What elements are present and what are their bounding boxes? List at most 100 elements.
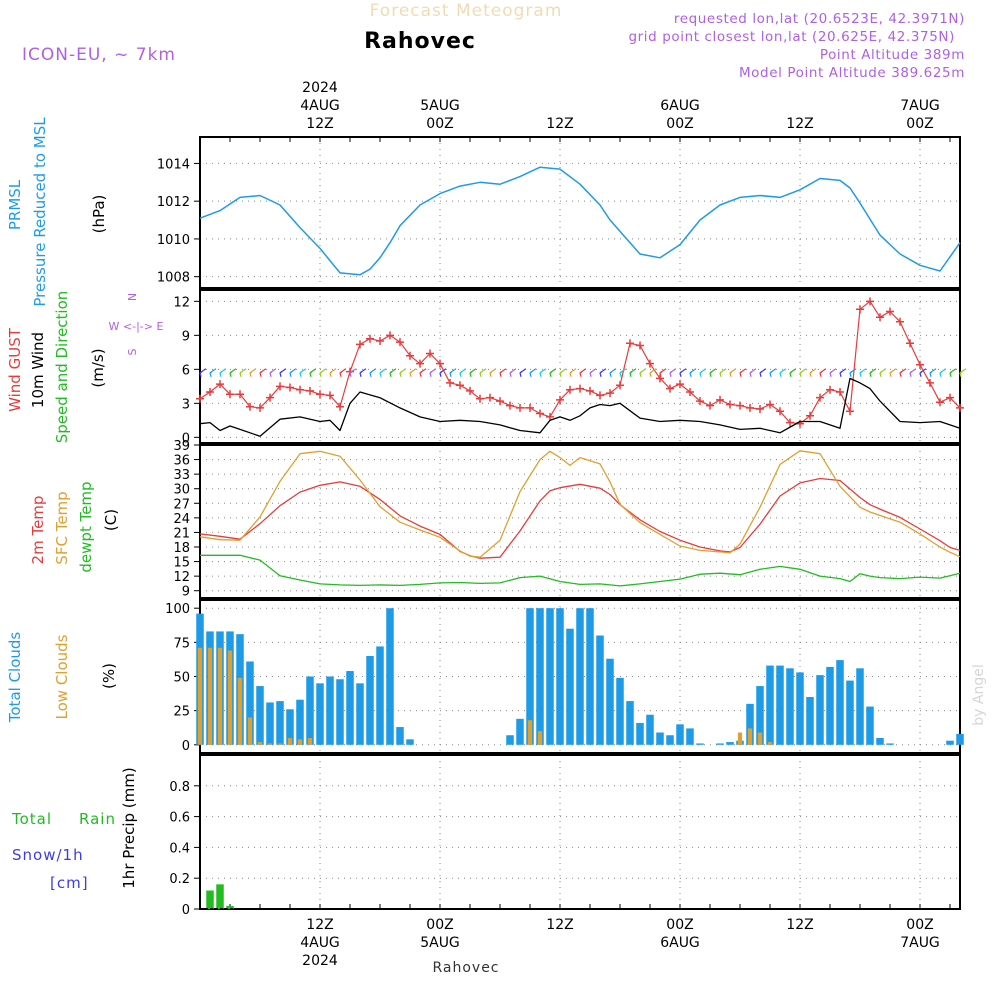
wind-ytick-label: 0 [182, 431, 190, 446]
wind-gust-marker [546, 412, 554, 421]
wind-direction-arrow [479, 368, 487, 377]
precip-total-label: Total [11, 810, 52, 828]
wind-gust-marker [886, 307, 894, 316]
temp-ytick-label: 36 [173, 454, 190, 469]
wind-direction-arrow [399, 368, 407, 377]
total-cloud-bar [946, 740, 954, 745]
clouds-ytick-label: 50 [173, 671, 190, 686]
wind-gust-marker [956, 403, 964, 412]
wind-direction-arrow [389, 368, 397, 377]
wind-gust-marker [606, 389, 614, 398]
wind-gust-marker [426, 349, 434, 358]
time-label-top: 00Z [426, 116, 453, 132]
wind-direction-arrow [909, 368, 917, 377]
precip-cm-label: [cm] [50, 874, 89, 892]
total-cloud-bar [286, 709, 294, 745]
wind-direction-arrow [759, 368, 767, 377]
rain-bar [206, 890, 214, 909]
low-cloud-bar [767, 742, 773, 745]
total-cloud-bar [596, 635, 604, 745]
wind-direction-arrow [439, 368, 447, 377]
total-cloud-bar [376, 646, 384, 745]
wind-direction-arrow [749, 368, 757, 377]
wind-gust-marker [456, 381, 464, 390]
pressure-ytick-label: 1012 [157, 195, 190, 210]
wind-ytick-label: 6 [182, 363, 190, 378]
temp-frame [199, 444, 961, 599]
total-cloud-bar [266, 702, 274, 745]
requested-lonlat: requested lon,lat (20.6523E, 42.3971N) [674, 11, 965, 27]
wind-gust-marker [386, 331, 394, 340]
grid-point-lonlat: grid point closest lon,lat (20.625E, 42.… [628, 29, 955, 45]
total-cloud-bar [756, 686, 764, 745]
wind-gust-marker [196, 394, 204, 403]
wind-gust-marker [576, 384, 584, 393]
total-cloud-bar [786, 668, 794, 745]
wind-direction-arrow [509, 368, 517, 377]
total-cloud-bar [636, 722, 644, 745]
wind-direction-arrow [809, 368, 817, 377]
wind-direction-arrow [379, 368, 387, 377]
wind-direction-arrow [779, 368, 787, 377]
wind-gust-marker [726, 400, 734, 409]
wind-direction-arrow [569, 368, 577, 377]
wind-gust-marker [336, 402, 344, 411]
time-label-top: 4AUG [300, 98, 340, 114]
wind-gust-marker [756, 405, 764, 413]
clouds-ytick-label: 75 [173, 636, 190, 651]
wind-gust-marker [786, 418, 794, 427]
total-cloud-bar [366, 656, 374, 745]
temp-sfc-label: SFC Temp [53, 491, 71, 564]
wind-direction-arrow [729, 368, 737, 377]
wind-direction-arrow [689, 368, 697, 377]
low-cloud-bar [527, 720, 533, 745]
time-label-top: 6AUG [660, 98, 700, 114]
precip-snow-label: Snow/1h [12, 846, 84, 864]
wind-gust-marker [316, 390, 324, 399]
wind-direction-arrow [489, 368, 497, 377]
wind-direction-arrow [259, 368, 267, 377]
wind-direction-arrow [239, 368, 247, 377]
wind-gust-marker [596, 391, 604, 400]
wind-gust-marker [896, 317, 904, 326]
precip-frame [199, 754, 961, 910]
clouds-unit-label: (%) [100, 663, 118, 689]
total-cloud-bar [676, 724, 684, 745]
wind-gust-marker [466, 386, 474, 395]
time-label-top: 2024 [302, 80, 338, 96]
total-cloud-bar [826, 666, 834, 745]
wind-direction-arrow [859, 368, 867, 377]
wind-direction-arrow [469, 368, 477, 377]
wind-gust-marker [836, 388, 844, 396]
wind-gust-marker [276, 382, 284, 391]
wind-gust-marker [216, 380, 224, 389]
temp-ytick-label: 24 [173, 512, 190, 527]
total-cloud-bar [276, 701, 284, 745]
wind-unit-label: (m/s) [89, 348, 107, 387]
low-cloud-bar [217, 647, 223, 745]
total-cloud-bar [886, 743, 894, 745]
total-cloud-bar [816, 675, 824, 745]
low-cloud-bar [747, 728, 753, 745]
time-label-top: 12Z [786, 116, 813, 132]
low-cloud-bar [227, 650, 233, 745]
wind-gust-marker [866, 297, 874, 306]
wind-direction-arrow [499, 368, 507, 377]
wind-direction-arrow [739, 368, 747, 377]
wind-direction-arrow [839, 368, 847, 377]
wind-gust-marker [806, 411, 814, 420]
wind-gust-marker [636, 341, 644, 350]
temp-ytick-label: 33 [173, 468, 190, 483]
wind-direction-arrow [429, 368, 437, 377]
wind-direction-arrow [339, 368, 347, 377]
point-altitude: Point Altitude 389m [820, 47, 965, 63]
wind-direction-arrow [869, 368, 877, 377]
total-cloud-bar [606, 658, 614, 745]
wind-direction-arrow [899, 368, 907, 377]
wind-direction-arrow [929, 368, 937, 377]
wind-gust-marker [826, 385, 834, 394]
temp-line-1 [199, 450, 961, 558]
total-cloud-bar [656, 732, 664, 745]
pressure-ytick-label: 1010 [157, 233, 190, 248]
total-cloud-bar [516, 718, 524, 745]
